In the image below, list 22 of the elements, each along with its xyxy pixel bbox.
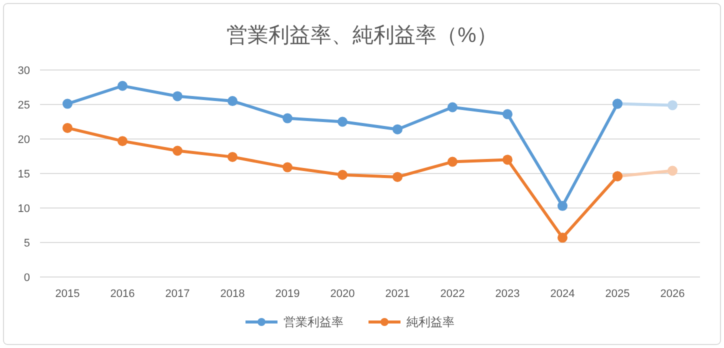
x-tick-label: 2022 — [440, 288, 465, 300]
x-tick-label: 2026 — [660, 288, 685, 300]
y-tick-label: 15 — [18, 168, 30, 180]
x-tick-label: 2016 — [110, 288, 135, 300]
x-tick-label: 2025 — [605, 288, 630, 300]
x-tick-label: 2019 — [275, 288, 300, 300]
y-tick-label: 10 — [18, 203, 30, 215]
x-tick-label: 2021 — [385, 288, 410, 300]
x-tick-label: 2023 — [495, 288, 520, 300]
legend-label: 営業利益率 — [284, 315, 344, 329]
y-tick-label: 20 — [18, 134, 30, 146]
y-tick-label: 5 — [24, 238, 30, 250]
legend-label: 純利益率 — [406, 315, 454, 329]
y-tick-label: 0 — [24, 272, 30, 284]
x-tick-label: 2024 — [550, 288, 575, 300]
y-tick-label: 30 — [18, 65, 30, 77]
y-tick-label: 25 — [18, 100, 30, 112]
x-tick-label: 2017 — [165, 288, 190, 300]
x-tick-label: 2015 — [55, 288, 80, 300]
title: 営業利益率、純利益率（%） — [226, 24, 498, 47]
x-tick-label: 2018 — [220, 288, 245, 300]
x-tick-label: 2020 — [330, 288, 355, 300]
